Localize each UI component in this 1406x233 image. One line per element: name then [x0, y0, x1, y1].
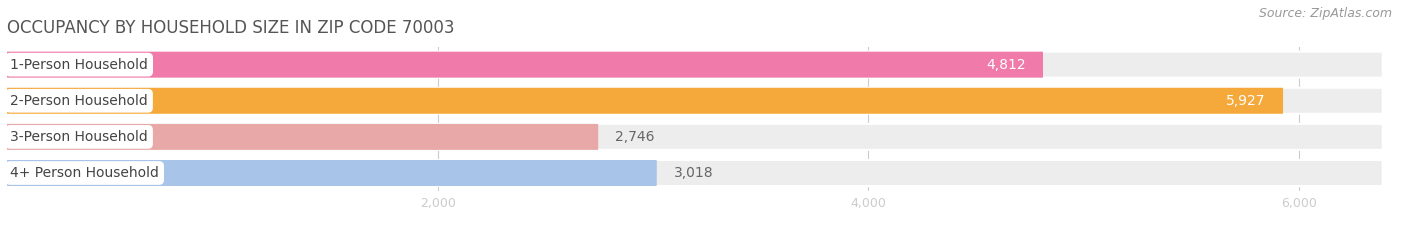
Text: 1-Person Household: 1-Person Household	[10, 58, 148, 72]
Text: 2-Person Household: 2-Person Household	[10, 94, 148, 108]
Text: 5,927: 5,927	[1226, 94, 1265, 108]
FancyBboxPatch shape	[7, 160, 657, 186]
Text: 3-Person Household: 3-Person Household	[10, 130, 148, 144]
FancyBboxPatch shape	[7, 88, 1284, 114]
Text: Source: ZipAtlas.com: Source: ZipAtlas.com	[1258, 7, 1392, 20]
Text: 4,812: 4,812	[986, 58, 1026, 72]
FancyBboxPatch shape	[7, 88, 1382, 114]
FancyBboxPatch shape	[7, 160, 1382, 186]
Text: 3,018: 3,018	[673, 166, 714, 180]
Text: OCCUPANCY BY HOUSEHOLD SIZE IN ZIP CODE 70003: OCCUPANCY BY HOUSEHOLD SIZE IN ZIP CODE …	[7, 19, 454, 37]
Text: 4+ Person Household: 4+ Person Household	[10, 166, 159, 180]
FancyBboxPatch shape	[7, 52, 1382, 78]
FancyBboxPatch shape	[7, 124, 1382, 150]
FancyBboxPatch shape	[7, 124, 598, 150]
Text: 2,746: 2,746	[616, 130, 655, 144]
FancyBboxPatch shape	[7, 52, 1043, 78]
